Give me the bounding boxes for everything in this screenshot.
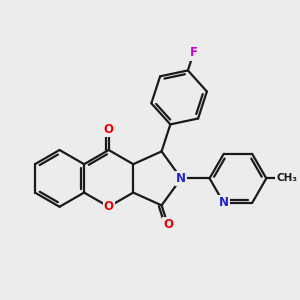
Text: O: O (104, 200, 114, 213)
Text: F: F (190, 46, 198, 59)
Text: O: O (104, 123, 114, 136)
Text: N: N (176, 172, 186, 185)
Text: CH₃: CH₃ (276, 173, 297, 183)
Text: N: N (219, 196, 229, 209)
Text: O: O (163, 218, 173, 231)
